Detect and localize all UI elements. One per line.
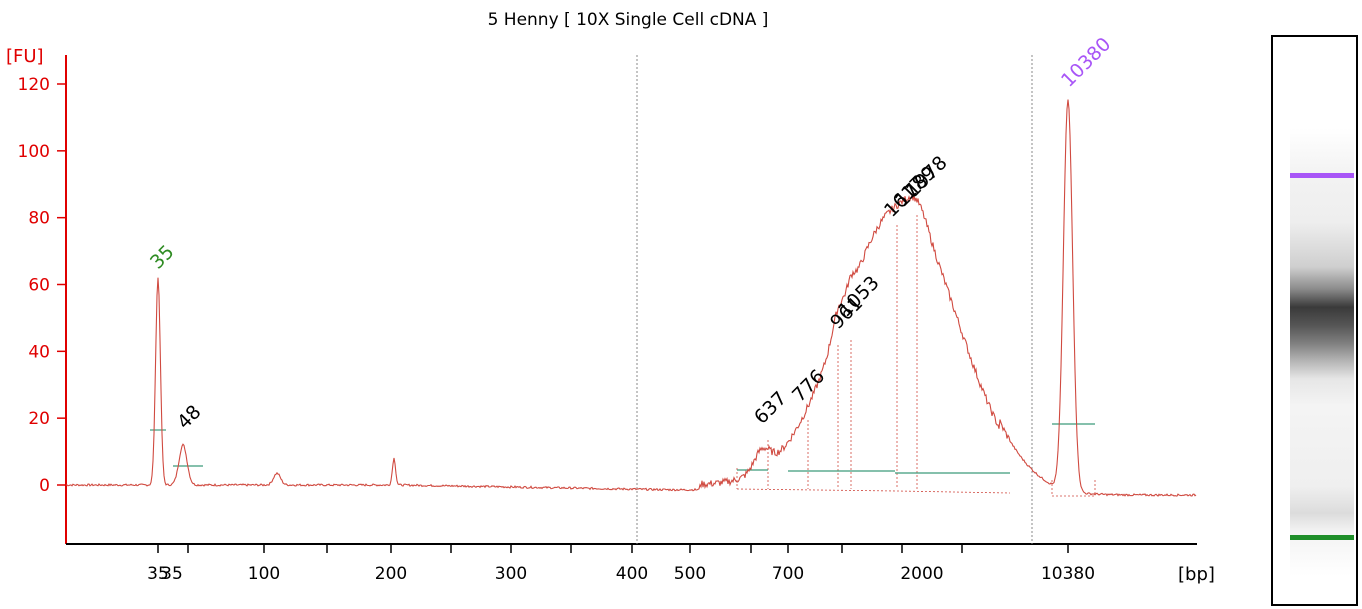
y-tick-label: 120 <box>18 75 50 95</box>
y-tick-label: 0 <box>39 476 50 496</box>
x-tick-label: 35 <box>147 564 169 584</box>
peak-label: 776 <box>788 365 829 406</box>
x-axis-label: [bp] <box>1178 564 1215 585</box>
x-tick-label: 300 <box>495 564 527 584</box>
peak-label: 35 <box>146 241 179 274</box>
peak-label: 48 <box>173 401 206 434</box>
y-tick-label: 20 <box>28 409 50 429</box>
x-tick-label: 2000 <box>900 564 943 584</box>
x-tick-label: 35 <box>161 564 183 584</box>
fluorescence-trace <box>65 99 1197 497</box>
y-tick-label: 60 <box>28 276 50 296</box>
gel-lane <box>1290 128 1354 576</box>
gel-band-upper-marker <box>1290 173 1354 178</box>
x-tick-label: 100 <box>248 564 280 584</box>
y-tick-label: 80 <box>28 209 50 229</box>
peak-label: 637 <box>750 387 791 428</box>
y-ticks: 0 20 40 60 80 100 120 <box>18 75 66 496</box>
peak-guide <box>736 488 1011 494</box>
x-tick-label: 400 <box>616 564 648 584</box>
y-axis-label: [FU] <box>6 46 44 67</box>
x-tick-label: 500 <box>674 564 706 584</box>
x-tick-label: 200 <box>375 564 407 584</box>
gel-band-lower-marker <box>1290 535 1354 540</box>
y-tick-label: 40 <box>28 342 50 362</box>
chart-title: 5 Henny [ 10X Single Cell cDNA ] <box>488 10 769 30</box>
x-tick-label: 10380 <box>1041 564 1095 584</box>
peak-guides <box>736 215 1096 497</box>
y-tick-label: 100 <box>18 142 50 162</box>
peak-baselines <box>150 423 1095 474</box>
peak-label: 10380 <box>1057 33 1115 91</box>
x-tick-label: 700 <box>772 564 804 584</box>
